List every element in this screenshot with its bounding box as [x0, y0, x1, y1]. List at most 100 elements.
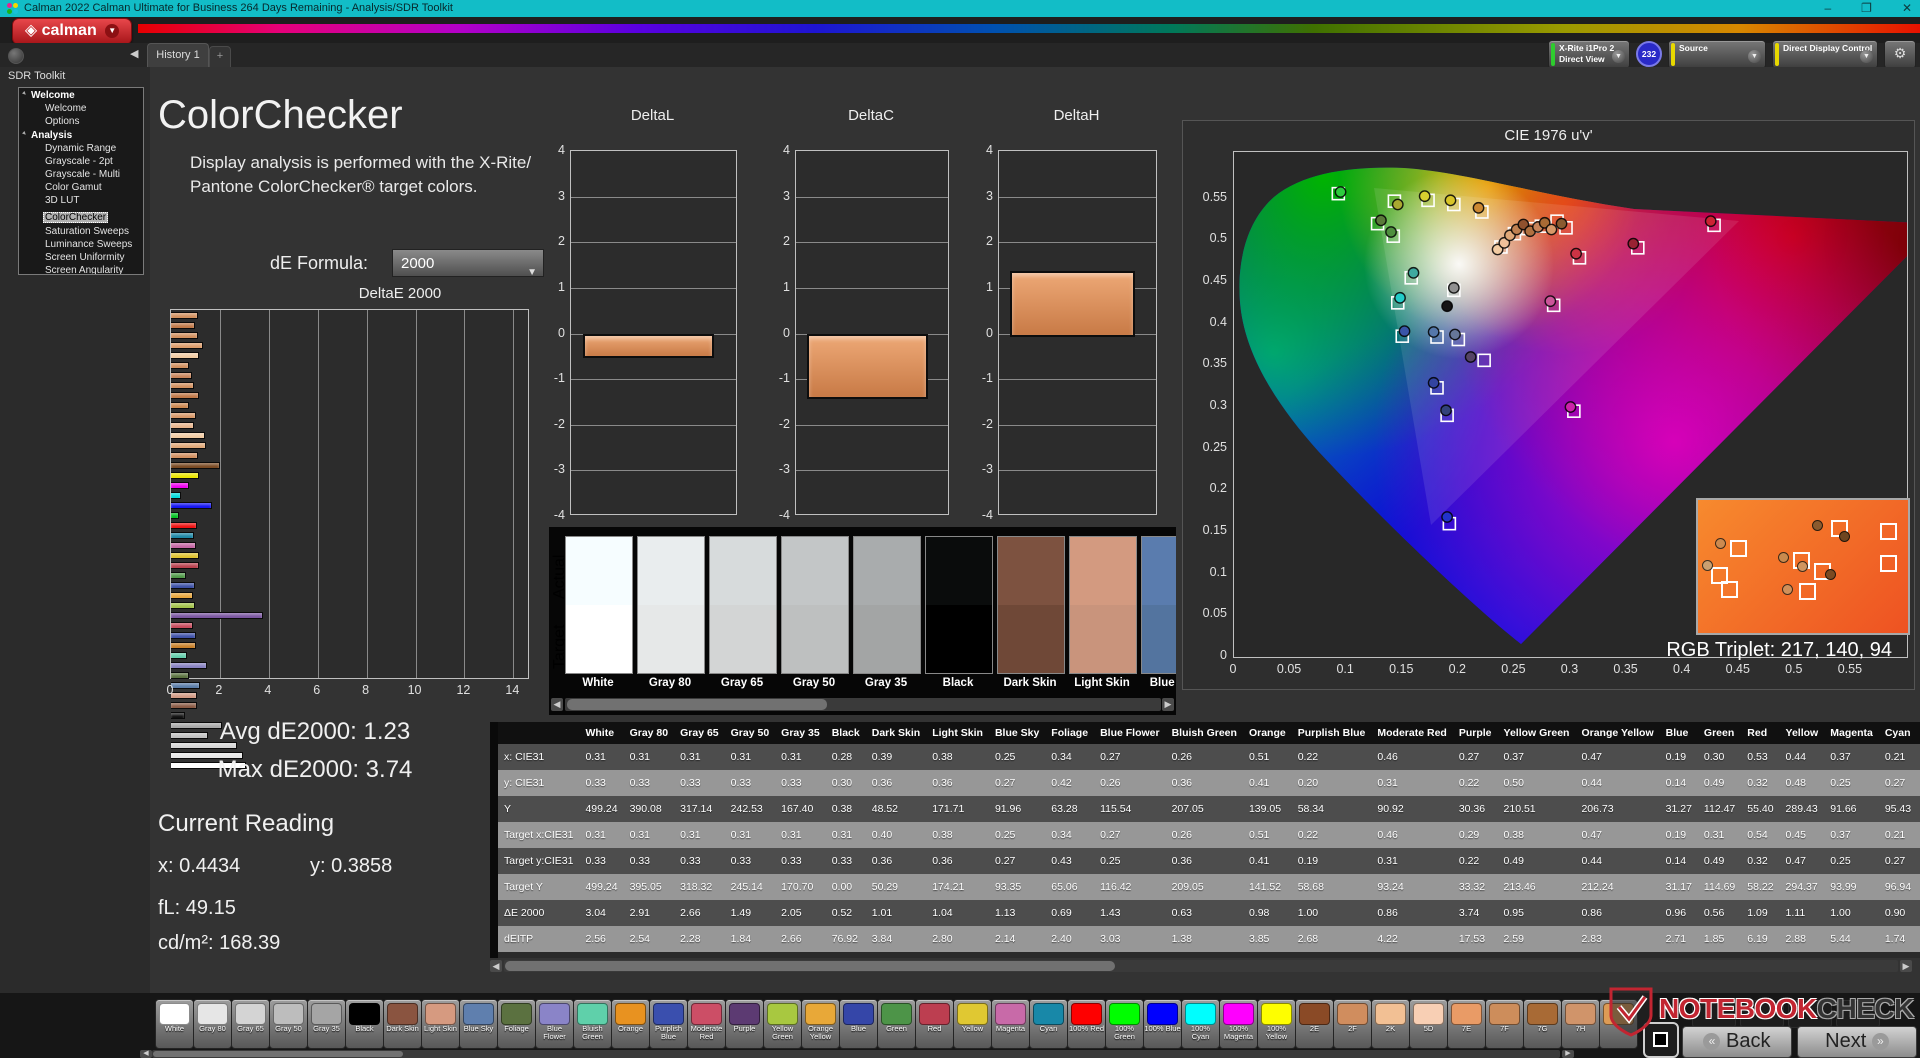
table-cell: 0.64 — [1917, 822, 1920, 848]
swatch-scrollbar[interactable] — [565, 698, 1161, 711]
swatch-scroll-right-icon[interactable]: ▶ — [1162, 698, 1174, 711]
strip-scroll-right-icon[interactable]: ▶ — [1562, 1050, 1574, 1058]
patch-button-foliage[interactable]: Foliage — [497, 999, 536, 1049]
patch-button-100-cyan[interactable]: 100% Cyan — [1181, 999, 1220, 1049]
patch-button-100-green[interactable]: 100% Green — [1105, 999, 1144, 1049]
table-cell: 210.51 — [1497, 796, 1576, 822]
sidebar-item-screen-angularity[interactable]: Screen Angularity — [45, 265, 124, 275]
patch-button-magenta[interactable]: Magenta — [991, 999, 1030, 1049]
table-row: y: CIE31 0.33 0.33 0.33 0.33 0.33 0.30 0.36 0.36… — [498, 770, 1920, 796]
table-cell: 93.24 — [1371, 874, 1453, 900]
patch-button-gray-65[interactable]: Gray 65 — [231, 999, 270, 1049]
sidebar-item-grayscale-2pt[interactable]: Grayscale - 2pt — [45, 156, 113, 167]
column-header: White — [579, 722, 624, 744]
strip-scrollbar[interactable] — [152, 1050, 1560, 1058]
display-control-stripe — [1775, 42, 1779, 66]
patch-color-chip — [653, 1003, 684, 1025]
patch-button-black[interactable]: Black — [345, 999, 384, 1049]
sidebar-item-3d-lut[interactable]: 3D LUT — [45, 195, 80, 206]
panel-dot-button[interactable] — [8, 48, 24, 64]
patch-button-7f[interactable]: 7F — [1485, 999, 1524, 1049]
patch-button-100-magenta[interactable]: 100% Magenta — [1219, 999, 1258, 1049]
patch-button-orange[interactable]: Orange — [611, 999, 650, 1049]
patch-button-100-yellow[interactable]: 100% Yellow — [1257, 999, 1296, 1049]
strip-scroll-left-icon[interactable]: ◀ — [140, 1050, 152, 1058]
patch-button-100-blue[interactable]: 100% Blue — [1143, 999, 1182, 1049]
settings-button[interactable]: ⚙ — [1884, 39, 1916, 69]
patch-button-blue[interactable]: Blue — [839, 999, 878, 1049]
patch-button-100-red[interactable]: 100% Red — [1067, 999, 1106, 1049]
close-button[interactable]: ✕ — [1901, 1, 1912, 15]
sidebar-item-luminance-sweeps[interactable]: Luminance Sweeps — [45, 239, 133, 250]
tab-history-1[interactable]: History 1 — [147, 43, 209, 68]
sidebar-item-grayscale-multi[interactable]: Grayscale - Multi — [45, 169, 121, 180]
tree-group-analysis[interactable]: ▼ Analysis — [20, 129, 73, 141]
measurement-count-badge[interactable]: 232 — [1636, 41, 1662, 67]
target-color — [1142, 605, 1176, 673]
de-formula-select[interactable]: 2000 ▼ — [392, 249, 544, 278]
patch-button-2f[interactable]: 2F — [1333, 999, 1372, 1049]
sidebar-item-dynamic-range[interactable]: Dynamic Range — [45, 143, 117, 154]
meter-select-button[interactable]: X-Rite i1Pro 2 Direct View ▼ — [1548, 39, 1630, 69]
patch-button-red[interactable]: Red — [915, 999, 954, 1049]
stop-button[interactable] — [1643, 1022, 1679, 1058]
table-cell: 139.05 — [1242, 796, 1292, 822]
table-cell: 5.04 — [1917, 926, 1920, 952]
calman-menu-button[interactable]: ◈ calman ▼ — [12, 18, 132, 45]
patch-button-cyan[interactable]: Cyan — [1029, 999, 1068, 1049]
patch-button-moderate-red[interactable]: Moderate Red — [687, 999, 726, 1049]
patch-button-5d[interactable]: 5D — [1409, 999, 1448, 1049]
patch-button-7h[interactable]: 7H — [1561, 999, 1600, 1049]
sidebar-item-options[interactable]: Options — [45, 116, 80, 127]
table-row: Target Y 499.24 395.05 318.32 245.14 170.70 0.… — [498, 874, 1920, 900]
add-tab-button[interactable]: + — [209, 46, 231, 68]
swatch-scroll-left-icon[interactable]: ◀ — [551, 698, 563, 711]
sidebar-item-saturation-sweeps[interactable]: Saturation Sweeps — [45, 226, 129, 237]
patch-button-gray-35[interactable]: Gray 35 — [307, 999, 346, 1049]
column-header: Blue Flower — [1094, 722, 1166, 744]
back-button[interactable]: « Back — [1682, 1026, 1792, 1058]
patch-button-purple[interactable]: Purple — [725, 999, 764, 1049]
patch-button-light-skin[interactable]: Light Skin — [421, 999, 460, 1049]
table-cell: 0.33 — [674, 770, 725, 796]
patch-color-chip — [1261, 1003, 1292, 1025]
patch-button-dark-skin[interactable]: Dark Skin — [383, 999, 422, 1049]
cie-x-tick: 0.5 — [1785, 662, 1803, 676]
next-button[interactable]: Next » — [1797, 1026, 1917, 1058]
patch-button-7g[interactable]: 7G — [1523, 999, 1562, 1049]
table-scrollbar[interactable] — [504, 960, 1898, 972]
patch-button-gray-50[interactable]: Gray 50 — [269, 999, 308, 1049]
minimize-button[interactable]: – — [1824, 1, 1832, 15]
patch-button-yellow[interactable]: Yellow — [953, 999, 992, 1049]
sidebar-item-welcome[interactable]: Welcome — [45, 103, 87, 114]
display-control-button[interactable]: Direct Display Control ▼ — [1772, 39, 1878, 69]
patch-button-2k[interactable]: 2K — [1371, 999, 1410, 1049]
x-tick-label: 2 — [215, 683, 223, 697]
table-scroll-left-icon[interactable]: ◀ — [490, 960, 502, 972]
patch-button-bluish-green[interactable]: Bluish Green — [573, 999, 612, 1049]
sidebar-item-color-gamut[interactable]: Color Gamut — [45, 182, 102, 193]
maximize-button[interactable]: ❐ — [1861, 1, 1872, 15]
source-select-button[interactable]: Source ▼ — [1668, 39, 1766, 69]
patch-button-blue-sky[interactable]: Blue Sky — [459, 999, 498, 1049]
table-scroll-right-icon[interactable]: ▶ — [1900, 960, 1912, 972]
de-bar — [171, 402, 190, 409]
patch-button-2e[interactable]: 2E — [1295, 999, 1334, 1049]
collapse-left-icon[interactable]: ◀ — [130, 48, 139, 60]
table-cell: 0.25 — [1094, 848, 1166, 874]
patch-button-green[interactable]: Green — [877, 999, 916, 1049]
inset-target-square — [1720, 580, 1738, 598]
tree-group-welcome[interactable]: ▼ Welcome — [20, 89, 75, 101]
patch-button-gray-80[interactable]: Gray 80 — [193, 999, 232, 1049]
patch-button-white[interactable]: White — [155, 999, 194, 1049]
sidebar-item-screen-uniformity[interactable]: Screen Uniformity — [45, 252, 125, 263]
patch-button-blue-flower[interactable]: Blue Flower — [535, 999, 574, 1049]
patch-button-extra[interactable] — [1599, 999, 1638, 1049]
patch-color-chip — [311, 1003, 342, 1025]
patch-label: 100% Magenta — [1223, 1024, 1254, 1041]
sidebar-item-colorchecker[interactable]: ColorChecker — [43, 212, 109, 223]
patch-button-7e[interactable]: 7E — [1447, 999, 1486, 1049]
patch-button-yellow-green[interactable]: Yellow Green — [763, 999, 802, 1049]
patch-button-orange-yellow[interactable]: Orange Yellow — [801, 999, 840, 1049]
patch-button-purplish-blue[interactable]: Purplish Blue — [649, 999, 688, 1049]
